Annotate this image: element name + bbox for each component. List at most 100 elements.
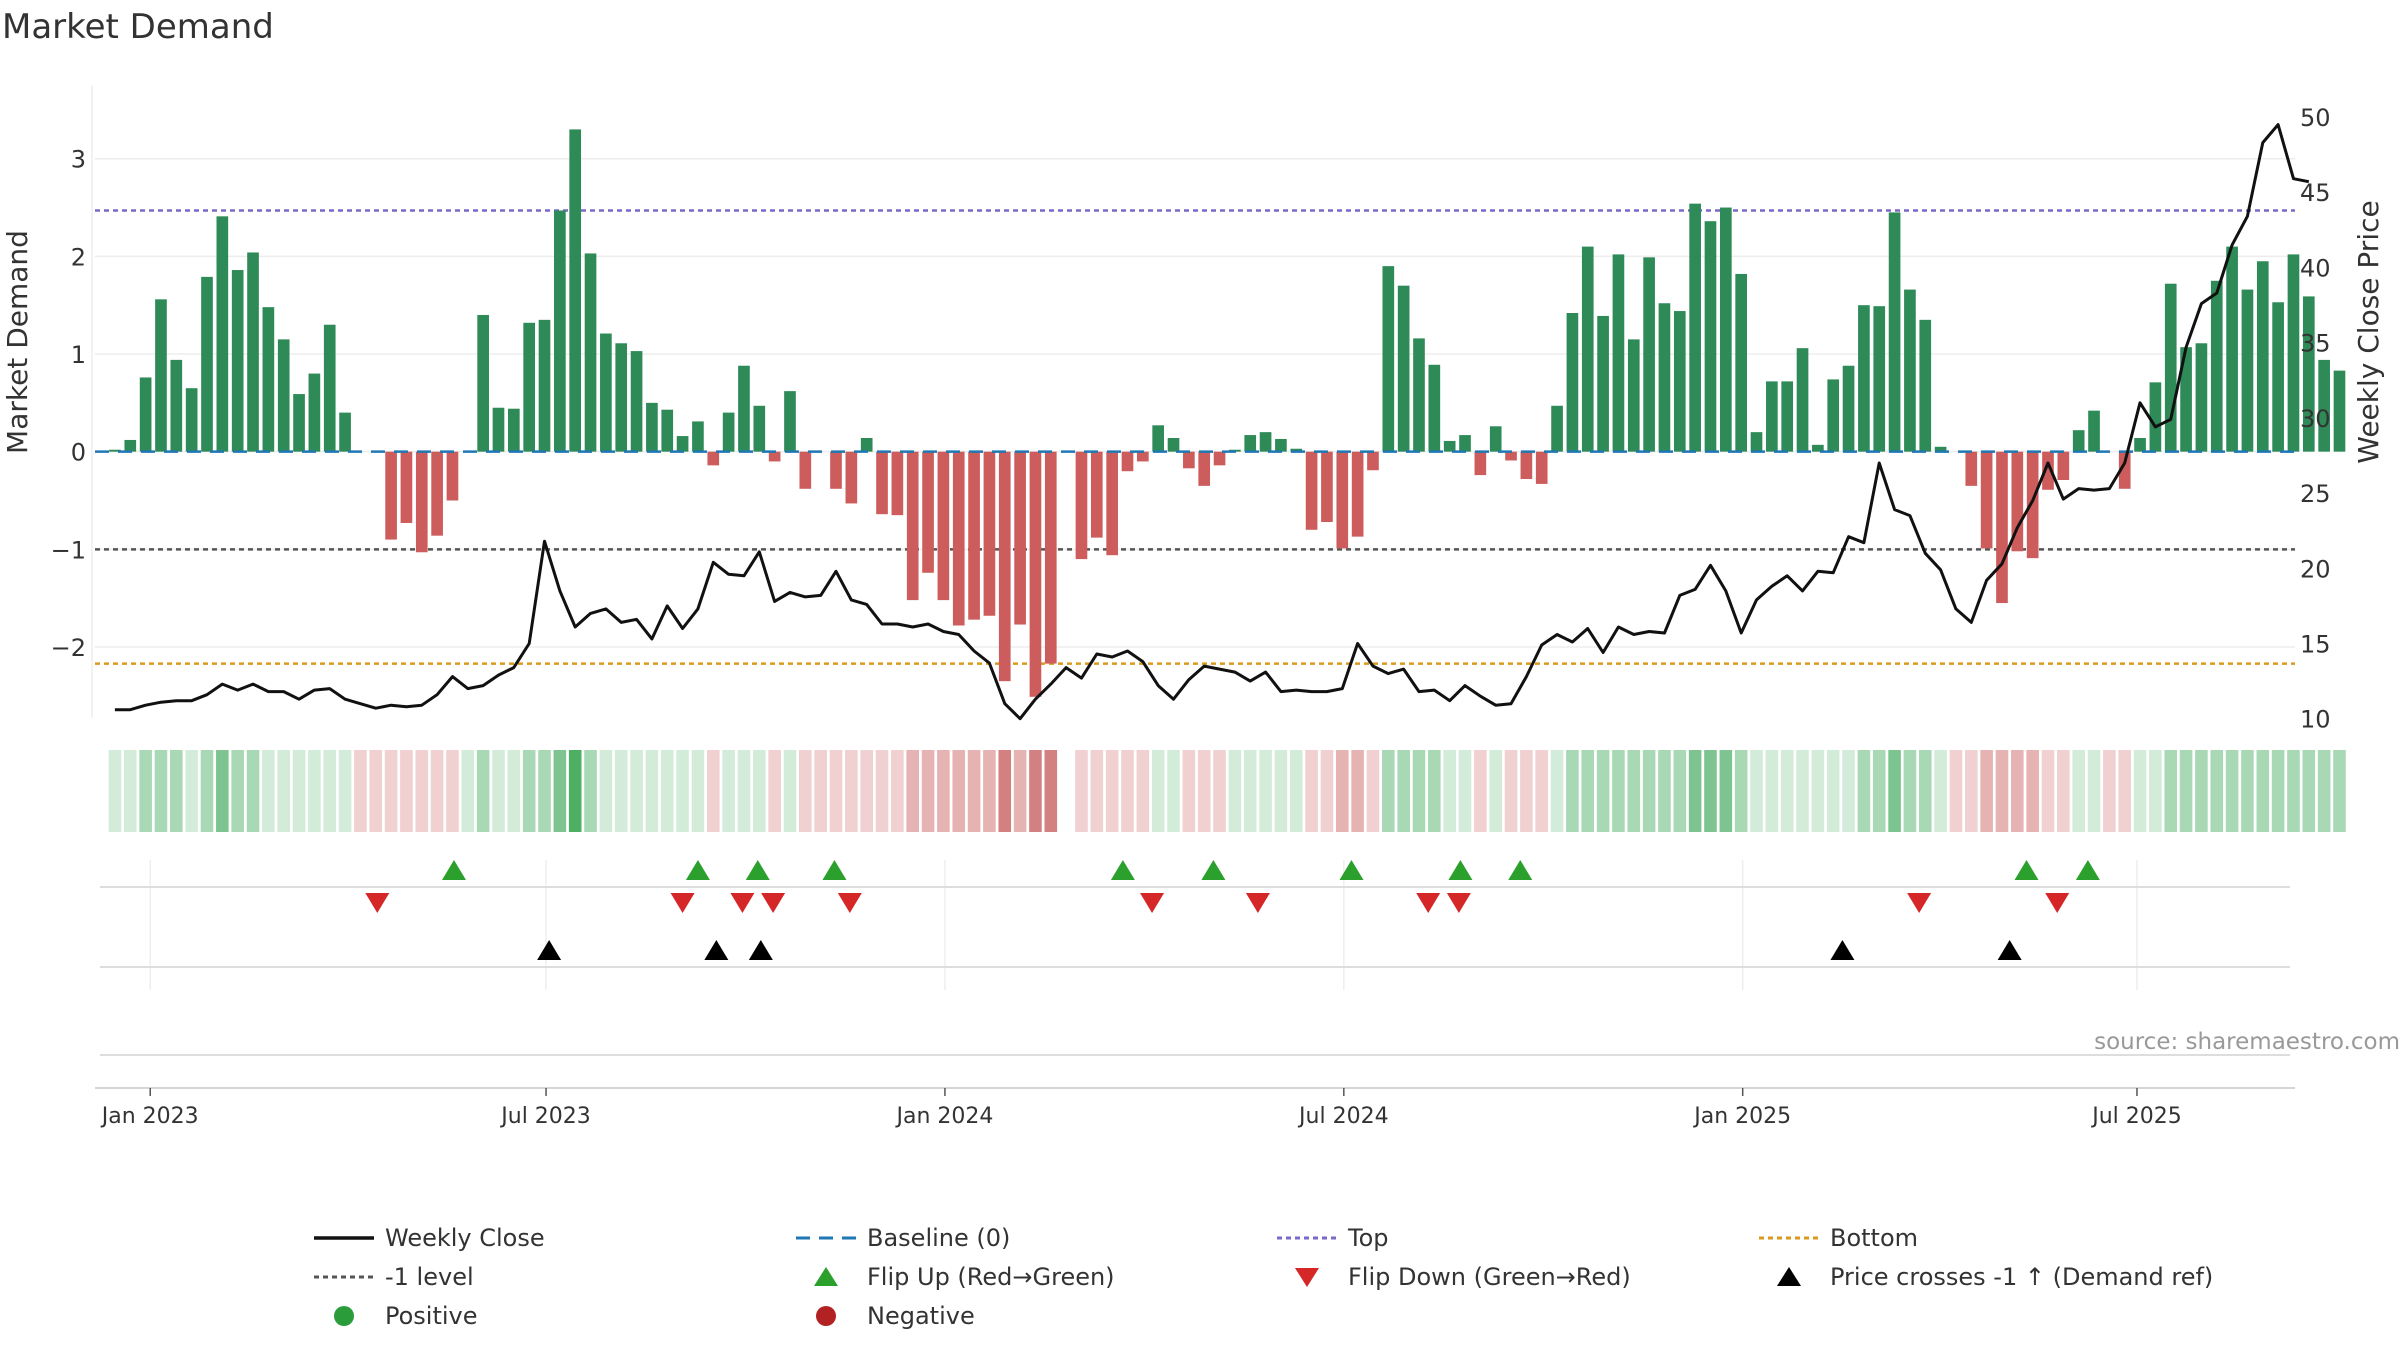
heat-cell [568, 750, 582, 832]
y2-tick-label: 30 [2300, 405, 2331, 433]
demand-bar [1183, 451, 1195, 469]
demand-bar [1443, 440, 1456, 452]
demand-bar [1689, 203, 1701, 452]
legend-item: Top [1277, 1224, 1389, 1252]
flip-down-marker [1416, 893, 1441, 913]
flip-down-marker [2045, 893, 2070, 913]
demand-bar [1321, 451, 1333, 522]
demand-bar [1474, 451, 1487, 476]
demand-bar [1152, 425, 1165, 452]
flip-down-marker [761, 893, 786, 913]
demand-bar [492, 407, 505, 452]
demand-bar [983, 451, 996, 616]
heat-cell [492, 750, 505, 832]
heat-cell [1305, 750, 1318, 832]
heat-cell [753, 750, 766, 832]
legend-label: -1 level [385, 1263, 474, 1291]
demand-bar [185, 388, 198, 452]
flip-down-marker [730, 893, 755, 913]
heat-cell [1029, 750, 1042, 832]
demand-bar [1858, 305, 1870, 452]
demand-bar [1413, 338, 1425, 452]
demand-bar [1137, 451, 1149, 462]
heat-cell [1842, 750, 1855, 832]
heat-cell [1366, 750, 1380, 832]
y-tick-label: −1 [51, 536, 86, 564]
demand-bar [124, 439, 137, 452]
y2-tick-label: 15 [2300, 631, 2331, 659]
heat-cell [768, 750, 781, 832]
heat-cell [1243, 750, 1257, 832]
demand-bar [1535, 451, 1548, 484]
heat-cell [2072, 750, 2085, 832]
price-cross-marker [748, 940, 773, 960]
heat-cell [2256, 750, 2270, 832]
legend-swatch [816, 1306, 836, 1326]
heat-cell [2333, 750, 2346, 832]
heat-cell [292, 750, 306, 832]
heat-cell [875, 750, 889, 832]
heat-cell [108, 750, 122, 832]
heat-cell [1428, 750, 1441, 832]
flip-up-marker [1201, 860, 1226, 880]
demand-bar [1612, 254, 1625, 452]
heat-cell [1443, 750, 1456, 832]
heat-cell [1090, 750, 1104, 832]
heat-cell [1397, 750, 1410, 832]
flip-down-marker [1446, 893, 1471, 913]
demand-bar [1090, 451, 1103, 538]
price-cross-marker [1997, 940, 2022, 960]
demand-bar [1919, 319, 1932, 452]
demand-bar [2272, 302, 2284, 452]
legend-label: Positive [385, 1302, 478, 1330]
heat-cell [430, 750, 444, 832]
flip-up-marker [1448, 860, 1473, 880]
demand-bar [2164, 283, 2177, 452]
demand-bar [1597, 315, 1609, 452]
heat-cell [1121, 750, 1134, 832]
heat-cell [1934, 750, 1947, 832]
heat-cell [1719, 750, 1733, 832]
demand-bar [2180, 347, 2192, 452]
demand-bar [1336, 451, 1349, 549]
demand-bar [615, 343, 628, 452]
demand-bar [1796, 348, 1809, 452]
weekly-close-line [114, 123, 2310, 721]
heat-cell [2041, 750, 2055, 832]
heat-cell [2210, 750, 2224, 832]
heat-cell [1351, 750, 1364, 832]
demand-bar [1259, 432, 1272, 452]
demand-bar [1198, 451, 1211, 486]
heat-cell [1596, 750, 1610, 832]
heat-cell [2287, 750, 2300, 832]
heat-cell [1872, 750, 1886, 832]
demand-bar [876, 451, 888, 515]
flip-down-marker [1245, 893, 1270, 913]
heat-cell [308, 750, 321, 832]
heat-cell [323, 750, 337, 832]
demand-bar [231, 270, 244, 452]
legend-swatch [334, 1306, 354, 1326]
demand-bar [630, 351, 643, 452]
demand-bar [2333, 370, 2346, 452]
demand-bar [1489, 426, 1502, 452]
price-cross-marker [704, 940, 729, 960]
heat-cell [538, 750, 551, 832]
flip-up-marker [745, 860, 770, 880]
demand-bar [2072, 430, 2085, 452]
demand-bar [170, 359, 183, 452]
x-tick-label: Jan 2024 [894, 1104, 993, 1129]
legend-label: Negative [867, 1302, 975, 1330]
heat-cell [216, 750, 229, 832]
heat-cell [1965, 750, 1978, 832]
demand-bar [1566, 313, 1579, 452]
demand-bar [201, 276, 213, 452]
demand-bar [768, 451, 781, 462]
demand-bar [1704, 221, 1717, 452]
heat-cell [2087, 750, 2101, 832]
heat-cell [1044, 750, 1058, 832]
demand-bar [1167, 438, 1180, 452]
heat-cell [1550, 750, 1564, 832]
demand-bar [1980, 451, 1993, 549]
demand-bar [1244, 435, 1257, 452]
